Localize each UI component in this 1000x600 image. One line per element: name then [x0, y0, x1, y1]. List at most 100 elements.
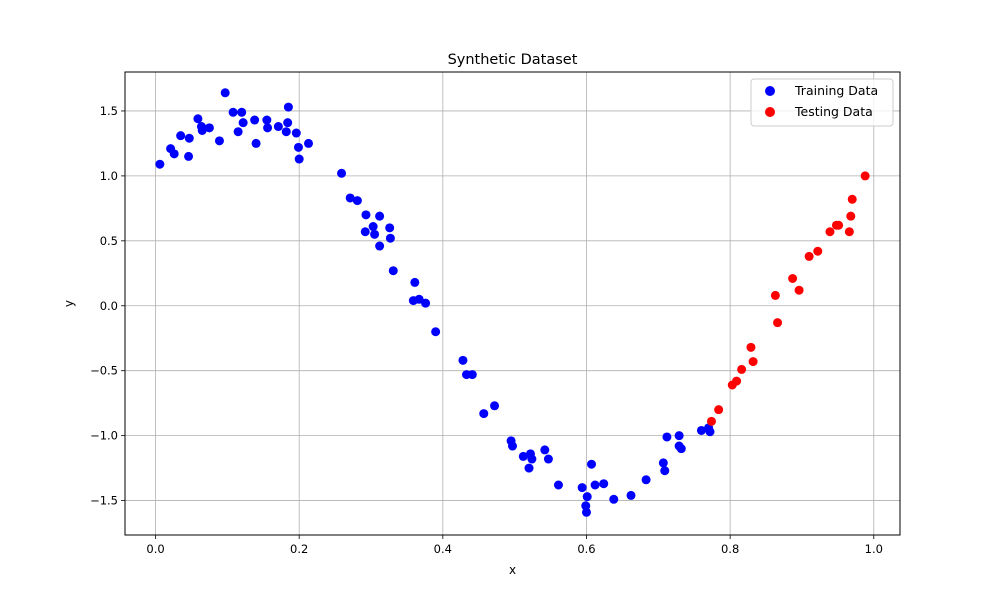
- training-point: [294, 154, 304, 164]
- training-point: [676, 444, 686, 454]
- training-point: [490, 401, 500, 411]
- legend-box: [750, 78, 894, 127]
- testing-point: [860, 171, 870, 181]
- x-axis-label: x: [509, 563, 516, 577]
- training-point: [540, 445, 550, 455]
- y-tick-label: −1.5: [90, 494, 118, 508]
- plot-area: [125, 72, 900, 535]
- training-point: [345, 193, 355, 203]
- training-point: [527, 454, 537, 464]
- training-point: [385, 233, 395, 243]
- training-point: [518, 451, 528, 461]
- training-point: [283, 118, 293, 128]
- testing-point: [846, 211, 856, 221]
- training-point: [582, 492, 592, 502]
- testing-point: [834, 220, 844, 230]
- training-point: [352, 196, 362, 206]
- x-tick-label: 0.6: [577, 542, 595, 556]
- training-point: [263, 123, 273, 133]
- training-point: [337, 168, 347, 178]
- training-point: [581, 507, 591, 517]
- training-point: [626, 490, 636, 500]
- training-point: [577, 483, 587, 493]
- testing-point: [748, 357, 758, 367]
- training-point: [524, 463, 534, 473]
- training-point: [458, 355, 468, 365]
- training-point: [193, 114, 203, 124]
- x-tick-label: 0.8: [721, 542, 739, 556]
- legend-marker-training: [765, 86, 775, 96]
- training-point: [283, 102, 293, 112]
- training-point: [176, 131, 186, 141]
- training-point: [184, 151, 194, 161]
- y-tick-label: 0.0: [100, 299, 118, 313]
- training-point: [169, 149, 179, 159]
- ticks-layer: 0.0 0.2 0.4 0.6 0.8 1.0 −1.5 −1.0 −0.5 0.0 0.5 1.0 1…: [90, 104, 883, 556]
- training-point: [293, 142, 303, 152]
- training-point: [662, 432, 672, 442]
- legend: Training Data Testing Data: [750, 78, 894, 127]
- training-point: [228, 107, 238, 117]
- training-point: [370, 229, 380, 239]
- training-point: [431, 327, 441, 337]
- x-tick-label: 0.0: [146, 542, 164, 556]
- training-point: [587, 459, 597, 469]
- testing-point: [746, 342, 756, 352]
- training-point: [238, 118, 248, 128]
- training-point: [233, 127, 243, 137]
- training-point: [375, 211, 385, 221]
- training-point: [658, 458, 668, 468]
- y-tick-label: 1.0: [100, 169, 118, 183]
- training-point: [705, 427, 715, 437]
- testing-point: [825, 227, 835, 237]
- training-point: [590, 480, 600, 490]
- training-point: [581, 501, 591, 511]
- testing-point: [847, 194, 857, 204]
- training-point: [281, 127, 291, 137]
- testing-point: [773, 318, 783, 328]
- legend-label-training: Training Data: [794, 83, 878, 98]
- training-point: [220, 88, 230, 98]
- training-point: [304, 138, 314, 148]
- grid-layer: [125, 72, 900, 535]
- training-point: [250, 115, 260, 125]
- training-point: [641, 475, 651, 485]
- testing-point: [788, 273, 798, 283]
- testing-point: [813, 246, 823, 256]
- training-point: [543, 454, 553, 464]
- testing-point: [732, 376, 742, 386]
- x-tick-label: 0.2: [290, 542, 308, 556]
- training-point: [273, 122, 283, 132]
- training-point: [360, 227, 370, 237]
- testing-point: [706, 416, 716, 426]
- legend-label-testing: Testing Data: [794, 104, 873, 119]
- training-point: [197, 125, 207, 135]
- training-point: [410, 277, 420, 287]
- training-point: [155, 159, 165, 169]
- training-point: [251, 138, 261, 148]
- training-point: [696, 425, 706, 435]
- x-tick-label: 0.4: [434, 542, 452, 556]
- testing-point: [844, 227, 854, 237]
- training-point: [467, 370, 477, 380]
- training-point: [660, 466, 670, 476]
- training-point: [204, 123, 214, 133]
- y-tick-label: 0.5: [100, 234, 118, 248]
- training-point: [385, 223, 395, 233]
- training-point: [609, 494, 619, 504]
- testing-point: [804, 251, 814, 261]
- testing-point: [770, 290, 780, 300]
- testing-point: [714, 405, 724, 415]
- training-point: [599, 479, 609, 489]
- training-point: [361, 210, 371, 220]
- training-point: [414, 294, 424, 304]
- training-point: [421, 298, 431, 308]
- y-axis-label: y: [62, 300, 76, 307]
- testing-point: [794, 285, 804, 295]
- training-point: [368, 222, 378, 232]
- training-point: [184, 133, 194, 143]
- y-tick-label: −0.5: [90, 364, 118, 378]
- training-point: [388, 266, 398, 276]
- training-point: [479, 409, 489, 419]
